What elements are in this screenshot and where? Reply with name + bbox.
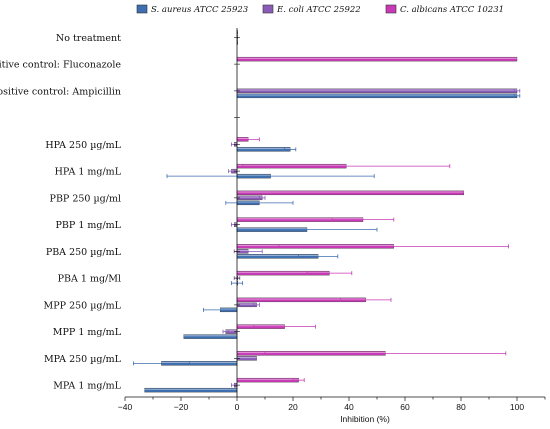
category-label: No treatment (56, 33, 121, 44)
legend-swatch (262, 4, 274, 14)
bar-highlight (237, 191, 464, 193)
bar-highlight (237, 218, 363, 220)
bar-highlight (234, 223, 237, 225)
bar-highlight (225, 330, 237, 332)
bar-highlight (234, 142, 237, 145)
legend-item: E. coli ATCC 25922 (262, 4, 361, 15)
bar-highlight (237, 244, 394, 247)
bar-highlight (237, 249, 249, 252)
category-label: MPP 250 µg/mL (44, 300, 122, 311)
bar-highlight (237, 228, 307, 230)
category-label: Positive control: Ampicillin (0, 86, 121, 97)
bar-highlight (237, 201, 260, 203)
x-tick-label: −20 (174, 402, 189, 412)
category-label: PBA 250 µg/mL (46, 247, 122, 258)
bar-highlight (237, 271, 330, 273)
x-tick-label: 0 (235, 402, 240, 412)
bars (132, 30, 521, 393)
x-tick-label: 60 (400, 402, 410, 412)
legend-label: S. aureus ATCC 25923 (151, 5, 248, 15)
category-label: MPP 1 mg/mL (53, 327, 122, 338)
bar-highlight (237, 57, 517, 59)
legend-swatch (136, 4, 148, 14)
x-tick-label: 80 (456, 402, 466, 412)
x-axis-title: Inhibition (%) (340, 414, 390, 424)
legend-label: E. coli ATCC 25922 (276, 5, 361, 15)
category-label: Positive control: Fluconazole (0, 60, 121, 71)
category-label: HPA 250 µg/mL (45, 140, 121, 151)
legend-item: C. albicans ATCC 10231 (385, 4, 504, 15)
bar-highlight (220, 308, 237, 310)
bar-highlight (237, 89, 517, 91)
category-label: MPA 1 mg/mL (53, 381, 121, 392)
bar-highlight (237, 356, 257, 359)
bar-highlight (237, 378, 299, 380)
legend-item: S. aureus ATCC 25923 (136, 4, 248, 15)
category-label: HPA 1 mg/mL (55, 167, 122, 178)
bar-highlight (237, 325, 285, 327)
category-label: PBP 250 µg/ml (50, 193, 121, 204)
category-label: PBP 1 mg/mL (56, 220, 122, 231)
bar-highlight (237, 164, 347, 166)
legend: S. aureus ATCC 25923 E. coli ATCC 25922 C.… (136, 4, 504, 15)
legend-label: C. albicans ATCC 10231 (400, 5, 504, 15)
x-axis: −40 −20 0 20 40 60 80 100 (118, 396, 546, 412)
x-tick-label: −40 (118, 402, 133, 412)
bar-highlight (237, 196, 263, 198)
x-tick-label: 100 (510, 402, 524, 412)
bar-highlight (144, 388, 237, 390)
bar-highlight (234, 383, 237, 385)
bar-highlight (237, 254, 319, 257)
category-label: PBA 1 mg/Ml (58, 274, 121, 285)
bar-highlight (183, 335, 237, 337)
legend-swatch (385, 4, 397, 14)
bar-highlight (237, 137, 249, 140)
bar-highlight (237, 147, 291, 150)
bar-highlight (237, 174, 271, 176)
bar-highlight (161, 361, 237, 364)
category-label: MPA 250 µg/mL (44, 354, 122, 365)
bar-highlight (237, 298, 366, 300)
bar-highlight (237, 351, 386, 354)
category-axis: No treatment Positive control: Fluconazol… (0, 28, 240, 397)
x-tick-label: 40 (344, 402, 354, 412)
bar-highlight (237, 303, 257, 305)
x-tick-label: 20 (288, 402, 298, 412)
bar-highlight (237, 94, 517, 96)
